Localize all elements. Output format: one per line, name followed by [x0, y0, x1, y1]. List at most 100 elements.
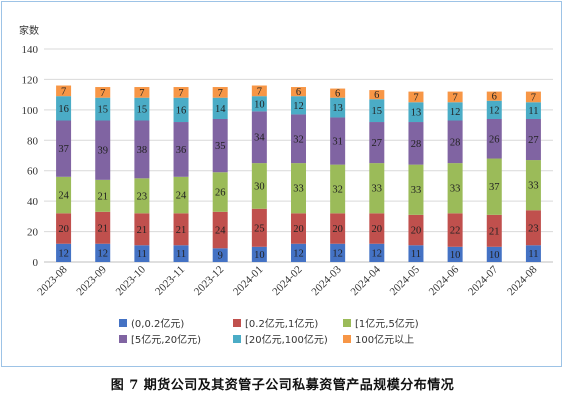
data-label: 15 — [97, 105, 108, 116]
legend-label: 100亿元以上 — [355, 333, 414, 346]
bar-segment — [212, 118, 228, 173]
data-label: 21 — [137, 225, 148, 236]
bar-segment — [134, 97, 150, 121]
data-label: 11 — [137, 249, 147, 260]
bar-segment — [212, 172, 228, 212]
bar-segment — [408, 214, 424, 246]
bar-segment — [486, 214, 502, 247]
data-label: 24 — [58, 191, 69, 202]
bar-segment — [486, 100, 502, 119]
x-tick-label: 2024-05 — [388, 263, 423, 298]
bars — [56, 85, 541, 262]
bar-segment — [486, 158, 502, 215]
legend-label: [20亿元,100亿元) — [245, 333, 328, 346]
data-label: 7 — [257, 86, 262, 97]
bar-segment — [95, 87, 111, 98]
bar-segment — [291, 243, 306, 262]
data-label: 34 — [254, 133, 265, 144]
legend-label: [5亿元,20亿元) — [131, 333, 201, 346]
legend-label: (0,0.2亿元) — [131, 317, 184, 330]
bar-segment — [369, 163, 385, 214]
x-tick-label: 2024-04 — [349, 263, 384, 298]
data-label: 10 — [489, 250, 500, 261]
bar-segment — [486, 118, 502, 159]
data-label: 31 — [332, 137, 343, 148]
y-tick-label: 140 — [22, 44, 39, 56]
data-label: 24 — [176, 191, 187, 202]
x-tick-label: 2024-01 — [231, 264, 265, 298]
data-label: 7 — [413, 92, 418, 103]
data-label: 7 — [178, 88, 183, 99]
figure-caption: 图 7 期货公司及其资管子公司私募资管产品规模分布情况 — [110, 378, 455, 393]
bar-segment — [447, 213, 463, 247]
data-label: 36 — [176, 145, 187, 156]
data-label: 7 — [61, 86, 66, 97]
data-label: 14 — [215, 104, 226, 115]
x-tick-label: 2024-02 — [270, 264, 304, 298]
bar-segment — [173, 97, 189, 123]
bar-segment — [251, 96, 267, 112]
bar-segment — [408, 245, 424, 262]
bar-segment — [330, 164, 346, 214]
legend-swatch — [343, 335, 351, 343]
bar-segment — [95, 243, 111, 262]
legend-swatch — [119, 335, 127, 343]
data-label: 22 — [450, 226, 461, 237]
bar-segment — [56, 85, 72, 97]
data-label: 23 — [528, 223, 539, 234]
data-label: 21 — [97, 191, 108, 202]
data-label: 27 — [528, 135, 539, 146]
data-label: 37 — [58, 144, 69, 155]
bar-segment — [251, 111, 267, 164]
chart-frame: 0 20 40 60 80 100 120 140 2023-08 2023-09 2023-10 2… — [1, 1, 562, 367]
y-tick-label: 120 — [22, 74, 39, 86]
bar-segment — [408, 164, 424, 215]
bar-segment — [369, 243, 385, 262]
x-tick-label: 2024-03 — [309, 263, 344, 298]
x-tick-label: 2023-12 — [192, 264, 226, 298]
data-label: 33 — [528, 181, 539, 192]
x-tick-label: 2024-06 — [427, 263, 462, 298]
bar-segment — [212, 248, 228, 262]
bar-segment — [134, 245, 150, 262]
data-label: 6 — [335, 89, 340, 100]
data-label: 26 — [489, 134, 500, 145]
data-label: 12 — [489, 105, 500, 116]
bar-segment — [95, 179, 111, 212]
bar-segment — [408, 102, 424, 123]
data-label: 15 — [372, 106, 383, 117]
legend: (0,0.2亿元) [0.2亿元,1亿元) [1亿元,5亿元) [5亿元,20亿元) [… — [119, 317, 419, 346]
legend-label: [0.2亿元,1亿元) — [245, 317, 318, 330]
data-label: 33 — [372, 184, 383, 195]
data-label: 33 — [411, 185, 422, 196]
data-label: 11 — [176, 249, 186, 260]
data-label: 39 — [97, 146, 108, 157]
legend-swatch — [233, 335, 241, 343]
bar-segment — [173, 176, 189, 214]
x-tick-label: 2023-08 — [35, 263, 70, 298]
data-label: 12 — [372, 248, 383, 259]
data-label: 7 — [218, 88, 223, 99]
data-label: 21 — [489, 226, 500, 237]
data-label: 26 — [215, 188, 226, 199]
data-label: 35 — [215, 141, 226, 152]
data-label: 7 — [100, 88, 105, 99]
y-tick-label: 20 — [27, 227, 39, 239]
data-label: 20 — [58, 224, 69, 235]
bar-segment — [251, 85, 267, 97]
data-label: 15 — [137, 105, 148, 116]
data-label: 27 — [372, 138, 383, 149]
data-label: 12 — [58, 248, 69, 259]
data-label: 10 — [254, 250, 265, 261]
y-tick-label: 80 — [27, 135, 39, 147]
y-tick-label: 100 — [22, 105, 39, 117]
bar-segment — [291, 213, 306, 244]
bar-segment — [525, 91, 541, 103]
data-label: 6 — [492, 92, 497, 103]
bar-segment — [134, 120, 150, 179]
bar-segment — [447, 91, 463, 103]
bar-segment — [525, 160, 541, 211]
data-label: 13 — [332, 103, 343, 114]
bar-segment — [291, 163, 306, 214]
data-label: 7 — [139, 88, 144, 99]
